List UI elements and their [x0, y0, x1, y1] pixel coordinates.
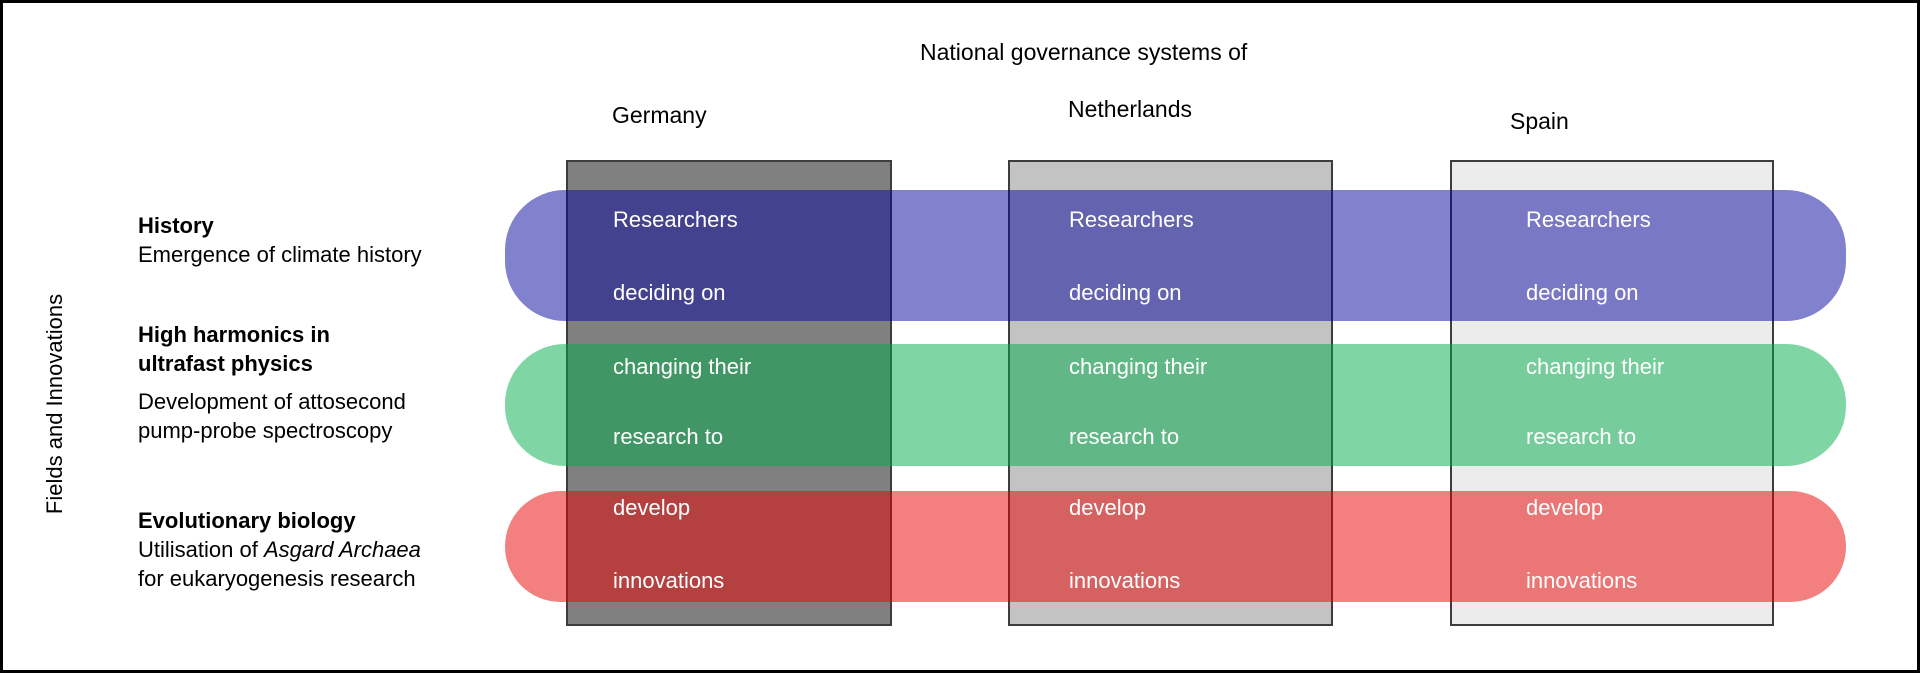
row-label-evolutionary-biology: Evolutionary biology Utilisation of Asga… [138, 506, 421, 593]
cell-text: develop [613, 495, 691, 520]
cell-text: develop [1069, 495, 1147, 520]
row-description: Utilisation of Asgard Archaea for eukary… [138, 537, 421, 591]
cell-text: deciding on [1069, 280, 1182, 305]
row-title: Evolutionary biology [138, 508, 356, 533]
row-description: Emergence of climate history [138, 242, 422, 267]
band-evolutionary-biology [505, 491, 1846, 602]
cell-text: innovations [1526, 568, 1638, 593]
cell-text: research to [1526, 424, 1637, 449]
cell-text: Researchers [1526, 207, 1651, 232]
band-ultrafast-physics [505, 344, 1846, 466]
cell-text: innovations [613, 568, 725, 593]
column-header-spain: Spain [1510, 108, 1569, 134]
cell-text: deciding on [1526, 280, 1639, 305]
cell-text: develop [1526, 495, 1604, 520]
y-axis-label: Fields and Innovations [42, 293, 67, 515]
cell-text: Researchers [613, 207, 738, 232]
cell-text: innovations [1069, 568, 1181, 593]
row-description: Development of attosecond pump-probe spe… [138, 389, 406, 443]
cell-text: changing their [1526, 354, 1665, 379]
figure-title: National governance systems of [920, 39, 1248, 65]
row-label-ultrafast-physics: High harmonics in ultrafast physics Deve… [138, 320, 406, 445]
cell-text: changing their [1069, 354, 1208, 379]
band-history [505, 190, 1846, 321]
row-title: History [138, 213, 214, 238]
column-header-netherlands: Netherlands [1068, 96, 1193, 122]
column-header-germany: Germany [612, 102, 707, 128]
cell-text: deciding on [613, 280, 726, 305]
cell-text: research to [1069, 424, 1180, 449]
row-label-history: History Emergence of climate history [138, 211, 422, 269]
cell-text: changing their [613, 354, 752, 379]
row-title: High harmonics in ultrafast physics [138, 322, 330, 376]
cell-text: Researchers [1069, 207, 1194, 232]
cell-text: research to [613, 424, 724, 449]
